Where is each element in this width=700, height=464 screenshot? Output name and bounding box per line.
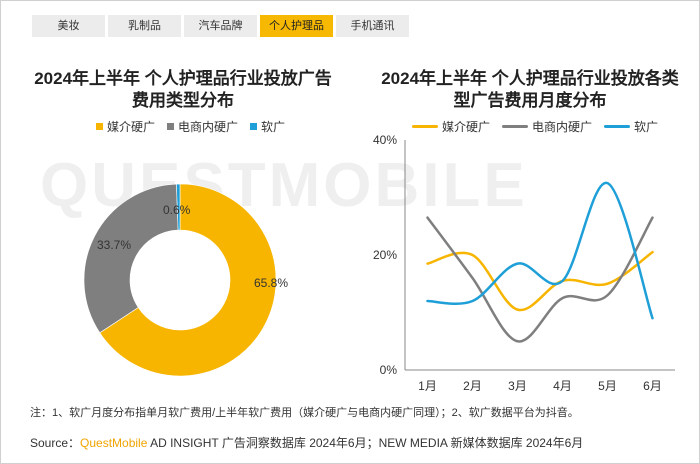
line-legend-label-soft: 软广 (634, 120, 659, 134)
category-tabs: 美妆 乳制品 汽车品牌 个人护理品 手机通讯 (32, 15, 409, 37)
pie-chart-title: 2024年上半年 个人护理品行业投放广告 费用类型分布 (28, 68, 338, 112)
line-title-line-1: 2024年上半年 个人护理品行业投放各类 (381, 69, 679, 88)
source-line: Source：QuestMobile AD INSIGHT 广告洞察数据库 20… (30, 434, 583, 451)
y-tick-label: 20% (373, 248, 397, 262)
footnote: 注：1、软广月度分布指单月软广费用/上半年软广费用（媒介硬广与电商内硬广同理）；… (30, 407, 579, 419)
line-legend-item-ecom: 电商内硬广 (502, 118, 592, 135)
pie-legend-label-soft: 软广 (261, 120, 286, 134)
series-line-ecom-hard-ad (426, 216, 654, 343)
pie-title-line-2: 费用类型分布 (132, 91, 234, 110)
tab-beauty[interactable]: 美妆 (32, 15, 105, 37)
legend-swatch-hard (96, 123, 103, 130)
line-title-line-2: 型广告费用月度分布 (453, 91, 607, 110)
tab-personal-care[interactable]: 个人护理品 (260, 15, 333, 37)
donut-chart (83, 183, 277, 377)
line-legend: 媒介硬广 电商内硬广 软广 (412, 118, 658, 135)
pie-legend-item-ecom: 电商内硬广 (167, 118, 238, 135)
tab-dairy[interactable]: 乳制品 (108, 15, 181, 37)
pie-legend-item-soft: 软广 (250, 118, 285, 135)
legend-line-hard (412, 125, 438, 128)
x-tick-label: 4月 (553, 379, 572, 393)
series-line-media-hard-ad (426, 250, 654, 312)
pie-label-soft: 0.6% (163, 203, 191, 217)
slice-ecom-hard-ad (83, 183, 179, 334)
pie-legend: 媒介硬广 电商内硬广 软广 (96, 118, 285, 135)
legend-line-ecom (502, 125, 529, 128)
legend-swatch-ecom (167, 123, 175, 130)
line-legend-label-ecom: 电商内硬广 (532, 120, 593, 134)
pie-title-line-1: 2024年上半年 个人护理品行业投放广告 (34, 69, 332, 88)
tab-mobile-comm[interactable]: 手机通讯 (336, 15, 409, 37)
y-tick-label: 0% (380, 363, 398, 377)
source-text: AD INSIGHT 广告洞察数据库 2024年6月；NEW MEDIA 新媒体… (147, 436, 584, 450)
line-chart: 0% 20% 40% 1月 2月 3月 4月 5月 6月 (373, 133, 675, 393)
line-legend-item-hard: 媒介硬广 (412, 118, 490, 135)
pie-legend-label-hard: 媒介硬广 (107, 120, 156, 134)
legend-line-soft (604, 125, 631, 128)
slice-soft-ad (176, 183, 181, 231)
x-tick-label: 6月 (643, 379, 662, 393)
source-brand: QuestMobile (80, 436, 148, 450)
x-tick-label: 3月 (508, 379, 527, 393)
line-legend-item-soft: 软广 (604, 118, 658, 135)
tab-auto-brand[interactable]: 汽车品牌 (184, 15, 257, 37)
line-chart-title: 2024年上半年 个人护理品行业投放各类 型广告费用月度分布 (380, 68, 680, 112)
line-legend-label-hard: 媒介硬广 (442, 120, 491, 134)
x-tick-label: 5月 (598, 379, 617, 393)
pie-label-hard: 65.8% (254, 276, 289, 290)
legend-swatch-soft (250, 123, 258, 130)
source-prefix: Source： (30, 436, 81, 450)
pie-legend-item-hard: 媒介硬广 (96, 118, 155, 135)
x-tick-label: 1月 (418, 379, 437, 393)
slice-media-hard-ad (99, 183, 277, 377)
pie-legend-label-ecom: 电商内硬广 (178, 120, 239, 134)
y-tick-label: 40% (373, 133, 397, 147)
x-tick-label: 2月 (463, 379, 482, 393)
pie-label-ecom: 33.7% (97, 238, 132, 252)
